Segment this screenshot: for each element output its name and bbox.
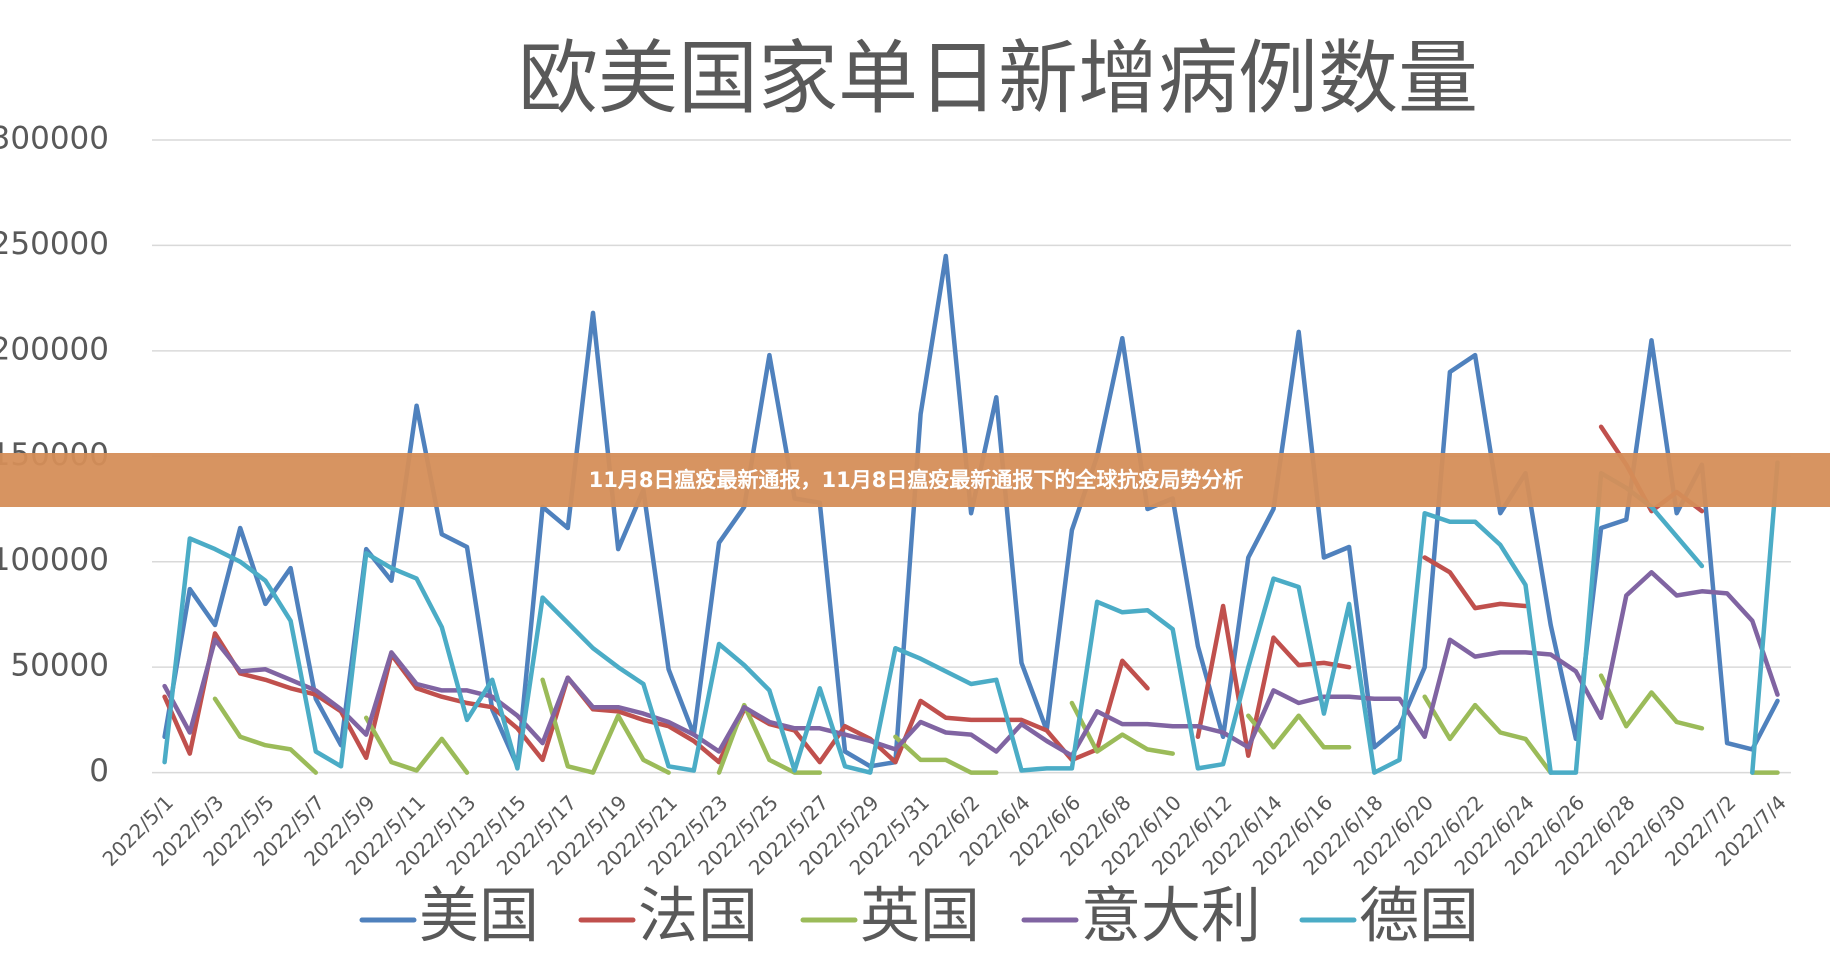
series-line bbox=[162, 253, 1780, 769]
series-line bbox=[162, 460, 1780, 775]
chart-title: 欧美国家单日新增病例数量 bbox=[518, 32, 1478, 125]
y-tick-label: 250000 bbox=[0, 226, 109, 262]
legend-label: 法国 bbox=[638, 882, 758, 952]
legend-label: 意大利 bbox=[1081, 882, 1261, 952]
banner-text: 11月8日瘟疫最新通报，11月8日瘟疫最新通报下的全球抗疫局势分析 bbox=[589, 468, 1244, 492]
y-tick-label: 50000 bbox=[10, 648, 109, 684]
series-line bbox=[212, 673, 1780, 775]
banner bbox=[0, 453, 1830, 507]
legend-label: 英国 bbox=[860, 882, 980, 952]
legend-label: 德国 bbox=[1359, 882, 1479, 952]
y-tick-label: 200000 bbox=[0, 331, 109, 367]
y-tick-label: 0 bbox=[89, 753, 109, 789]
y-tick-label: 100000 bbox=[0, 542, 109, 578]
y-tick-label: 300000 bbox=[0, 121, 109, 157]
series-line bbox=[162, 570, 1780, 758]
legend-label: 美国 bbox=[419, 882, 539, 952]
